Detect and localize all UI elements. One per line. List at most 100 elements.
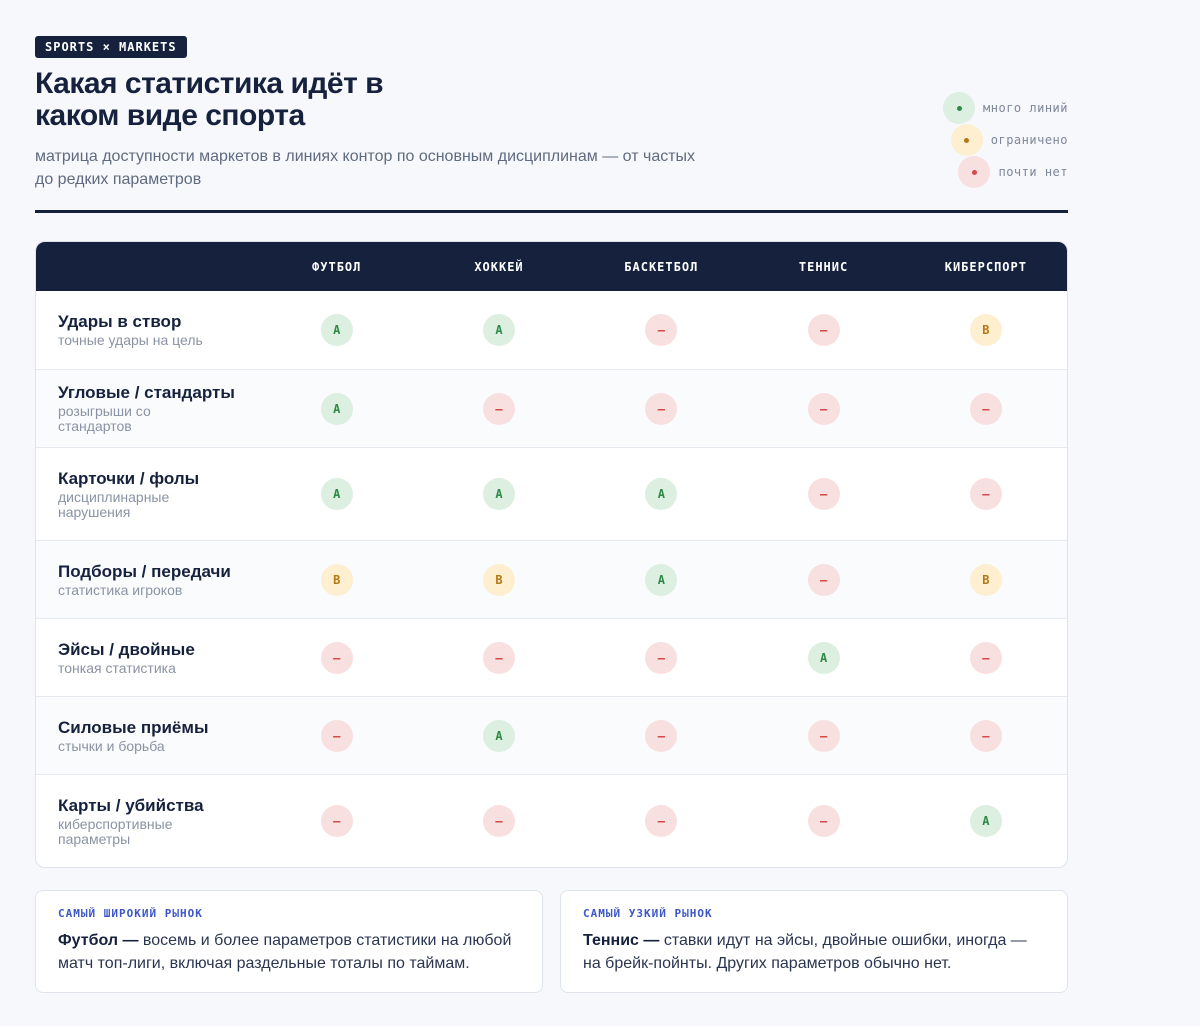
availability-badge: B: [320, 563, 353, 596]
availability-badge: A: [483, 478, 516, 510]
availability-badge: —: [807, 392, 840, 425]
table-cell: —: [256, 641, 418, 674]
row-subtitle: тонкая статистика: [58, 659, 176, 676]
table-cell: —: [418, 392, 580, 425]
row-subtitle: киберспортивные параметры: [58, 815, 173, 847]
table-cell: A: [418, 314, 580, 346]
table-header: ФУТБОЛ ХОККЕЙ БАСКЕТБОЛ ТЕННИС КИБЕРСПОР…: [36, 242, 1067, 291]
availability-badge: B: [969, 563, 1002, 596]
table-cell: —: [580, 314, 742, 346]
table-row: Угловые / стандарты розыгрыши со стандарт…: [36, 369, 1067, 447]
table-cell: A: [256, 392, 418, 425]
row-title: Подборы / передачи: [58, 561, 231, 581]
table-cell: —: [580, 805, 742, 837]
row-subtitle: розыгрыши со стандартов: [58, 403, 151, 434]
table-row: Карточки / фолы дисциплинарные нарушения A…: [36, 447, 1067, 540]
column-header: ФУТБОЛ: [312, 259, 362, 274]
page-subtitle: матрица доступности маркетов в линиях ко…: [35, 148, 696, 188]
table-cell: —: [256, 719, 418, 752]
card-lead: Теннис —: [583, 932, 660, 949]
legend-label: ограничено: [990, 133, 1068, 147]
availability-badge: A: [645, 563, 678, 596]
availability-badge: —: [645, 641, 678, 674]
table-cell: —: [580, 719, 742, 752]
table-cell: B: [905, 563, 1067, 596]
table-cell: —: [742, 805, 904, 837]
summary-cards: САМЫЙ ШИРОКИЙ РЫНОК Футбол — восемь и бо…: [35, 890, 1068, 993]
availability-badge: B: [483, 563, 516, 596]
card-kicker: САМЫЙ ШИРОКИЙ РЫНОК: [58, 907, 203, 920]
row-label: Карты / убийства киберспортивные параметр…: [36, 796, 256, 847]
availability-badge: —: [969, 478, 1002, 510]
table-cell: A: [256, 478, 418, 510]
table-cell: A: [418, 478, 580, 510]
row-title: Удары в створ: [58, 312, 182, 331]
availability-badge: A: [807, 641, 840, 674]
page: SPORTS × MARKETS Какая статистика идёт в…: [35, 36, 1068, 993]
table-cell: B: [256, 563, 418, 596]
legend: много линий ограничено почти нет: [943, 92, 1068, 188]
availability-badge: —: [645, 314, 678, 346]
table-cell: —: [418, 641, 580, 674]
table-cell: —: [742, 563, 904, 596]
legend-dot-red-icon: [958, 156, 991, 188]
column-header: БАСКЕТБОЛ: [624, 259, 699, 274]
row-title: Карточки / фолы: [58, 468, 200, 488]
card-lead: Футбол —: [58, 932, 139, 949]
availability-badge: —: [807, 314, 840, 346]
table-row: Силовые приёмы стычки и борьба — A — — —: [36, 696, 1067, 774]
category-tag: SPORTS × MARKETS: [35, 36, 187, 58]
card-body: восемь и более параметров статистики на …: [58, 932, 512, 972]
row-subtitle: точные удары на цель: [58, 332, 203, 348]
card-narrowest-market: САМЫЙ УЗКИЙ РЫНОК Теннис — ставки идут н…: [560, 890, 1068, 993]
card-kicker: САМЫЙ УЗКИЙ РЫНОК: [583, 907, 713, 920]
table-cell: —: [256, 805, 418, 837]
table-cell: —: [905, 719, 1067, 752]
row-label: Силовые приёмы стычки и борьба: [36, 718, 256, 754]
table-cell: B: [905, 314, 1067, 346]
table-cell: A: [580, 563, 742, 596]
table-cell: —: [905, 641, 1067, 674]
row-title: Угловые / стандарты: [58, 383, 235, 402]
legend-label: много линий: [983, 101, 1068, 115]
row-label: Карточки / фолы дисциплинарные нарушения: [36, 469, 256, 520]
availability-badge: A: [320, 392, 353, 425]
column-header: ТЕННИС: [798, 259, 849, 274]
availability-badge: —: [969, 719, 1002, 752]
card-text: Футбол — восемь и более параметров стати…: [58, 929, 520, 975]
availability-badge: A: [320, 314, 353, 346]
table-cell: —: [742, 478, 904, 510]
row-subtitle: статистика игроков: [58, 581, 183, 598]
row-title: Силовые приёмы: [58, 717, 209, 737]
table-row: Эйсы / двойные тонкая статистика — — — A —: [36, 618, 1067, 696]
legend-label: почти нет: [998, 165, 1068, 179]
table-cell: B: [418, 563, 580, 596]
availability-badge: A: [483, 314, 516, 346]
legend-dot-yellow-icon: [950, 124, 983, 156]
row-label: Удары в створ точные удары на цель: [36, 312, 256, 348]
table-cell: A: [256, 314, 418, 346]
availability-badge: —: [320, 641, 353, 674]
availability-badge: —: [807, 719, 840, 752]
row-label: Подборы / передачи статистика игроков: [36, 562, 256, 598]
availability-badge: A: [645, 478, 678, 510]
availability-badge: —: [645, 719, 678, 752]
availability-badge: —: [483, 392, 516, 425]
header-divider: [35, 210, 1068, 213]
availability-badge: —: [483, 805, 516, 837]
availability-badge: A: [969, 805, 1002, 837]
availability-badge: —: [969, 392, 1002, 425]
availability-badge: —: [645, 805, 678, 837]
row-label: Угловые / стандарты розыгрыши со стандарт…: [36, 383, 256, 434]
table-cell: A: [418, 719, 580, 752]
table-row: Карты / убийства киберспортивные параметр…: [36, 774, 1067, 867]
card-widest-market: САМЫЙ ШИРОКИЙ РЫНОК Футбол — восемь и бо…: [35, 890, 543, 993]
availability-badge: —: [320, 805, 353, 837]
legend-item-many: много линий: [943, 92, 1068, 124]
availability-badge: —: [969, 641, 1002, 674]
availability-badge: —: [807, 563, 840, 596]
row-subtitle: дисциплинарные нарушения: [58, 488, 170, 520]
table-cell: A: [580, 478, 742, 510]
page-title: Какая статистика идёт в каком виде спорт…: [35, 67, 384, 132]
column-header: КИБЕРСПОРТ: [944, 259, 1027, 274]
